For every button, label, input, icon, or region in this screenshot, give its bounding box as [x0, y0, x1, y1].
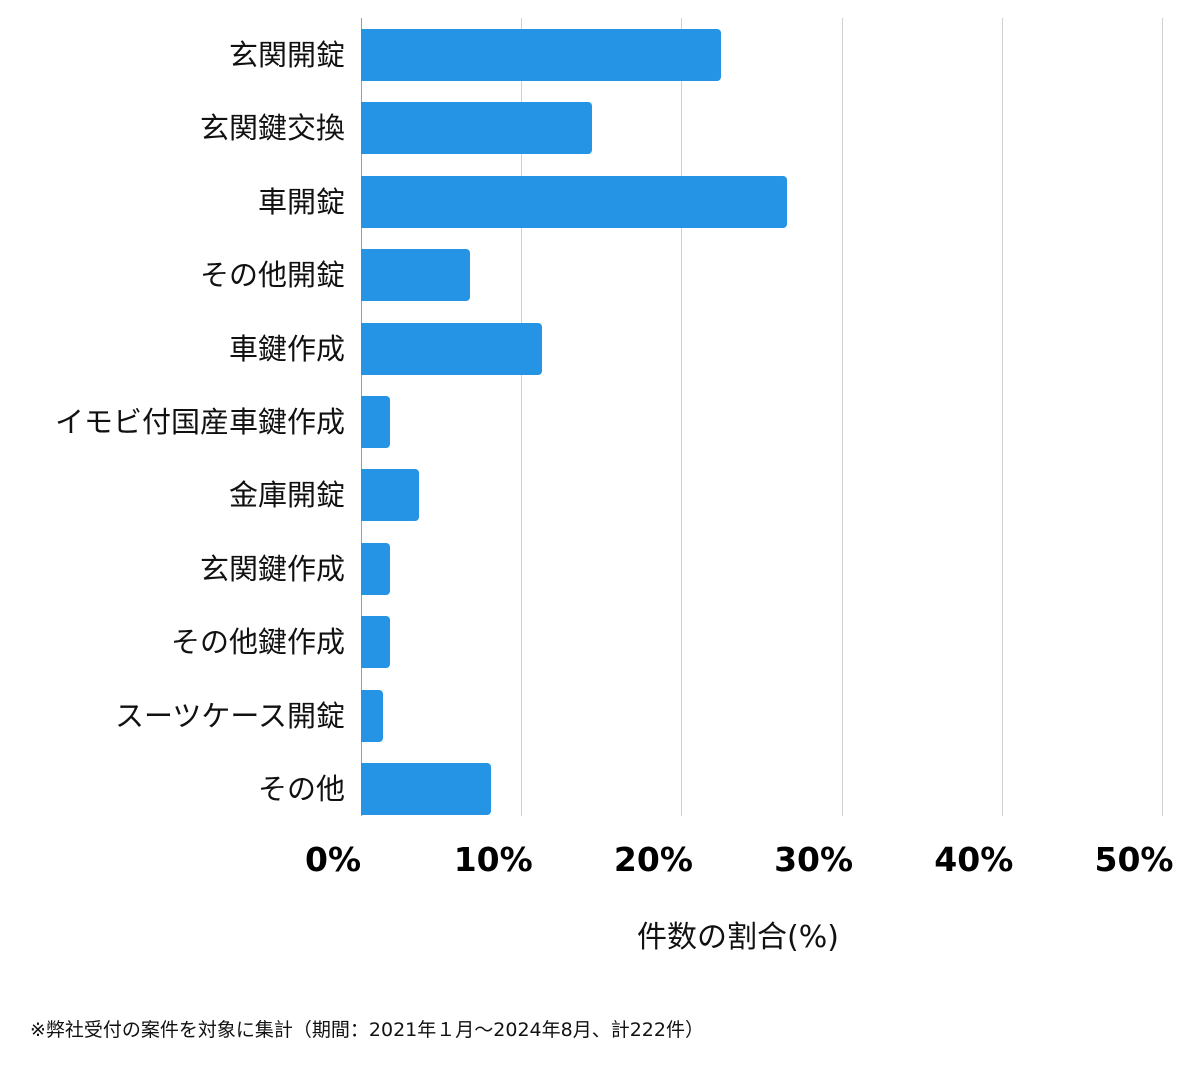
x-axis-label: 件数の割合(%) [637, 920, 839, 955]
bar [361, 763, 491, 815]
category-label: 玄関開錠 [228, 38, 345, 72]
x-tick-label: 20% [613, 840, 693, 879]
category-label: 金庫開錠 [228, 478, 345, 513]
footnote: ※弊社受付の案件を対象に集計（期間：2021年１月～2024年8月、計222件） [30, 1019, 704, 1041]
gridline [521, 18, 523, 816]
x-tick-label: 10% [453, 840, 533, 879]
bar [361, 689, 384, 742]
category-label: その他 [257, 772, 345, 806]
category-label: イモビ付国産車鍵作成 [54, 405, 345, 439]
category-label: 玄関鍵作成 [199, 551, 345, 586]
x-tick-label: 30% [774, 840, 854, 879]
bar [361, 175, 788, 228]
bar [361, 322, 543, 375]
bar [361, 469, 419, 522]
x-tick-label: 0% [304, 840, 362, 879]
gridline [1162, 18, 1163, 816]
category-label: その他鍵作成 [170, 625, 345, 660]
bar [361, 616, 390, 669]
category-label: その他開錠 [199, 258, 345, 293]
bar [361, 542, 390, 595]
plot-area [361, 18, 1163, 816]
bar [361, 102, 592, 155]
category-label: 車鍵作成 [228, 331, 345, 366]
bar [361, 396, 390, 448]
category-label: スーツケース開錠 [115, 698, 345, 733]
gridline [841, 18, 843, 816]
category-label: 玄関鍵交換 [199, 111, 345, 146]
gridline [681, 18, 683, 816]
x-tick-label: 50% [1094, 840, 1174, 879]
gridline [1001, 18, 1003, 816]
bar [361, 249, 470, 302]
bar [361, 29, 722, 81]
x-tick-label: 40% [934, 840, 1014, 879]
category-label: 車開錠 [257, 184, 345, 219]
